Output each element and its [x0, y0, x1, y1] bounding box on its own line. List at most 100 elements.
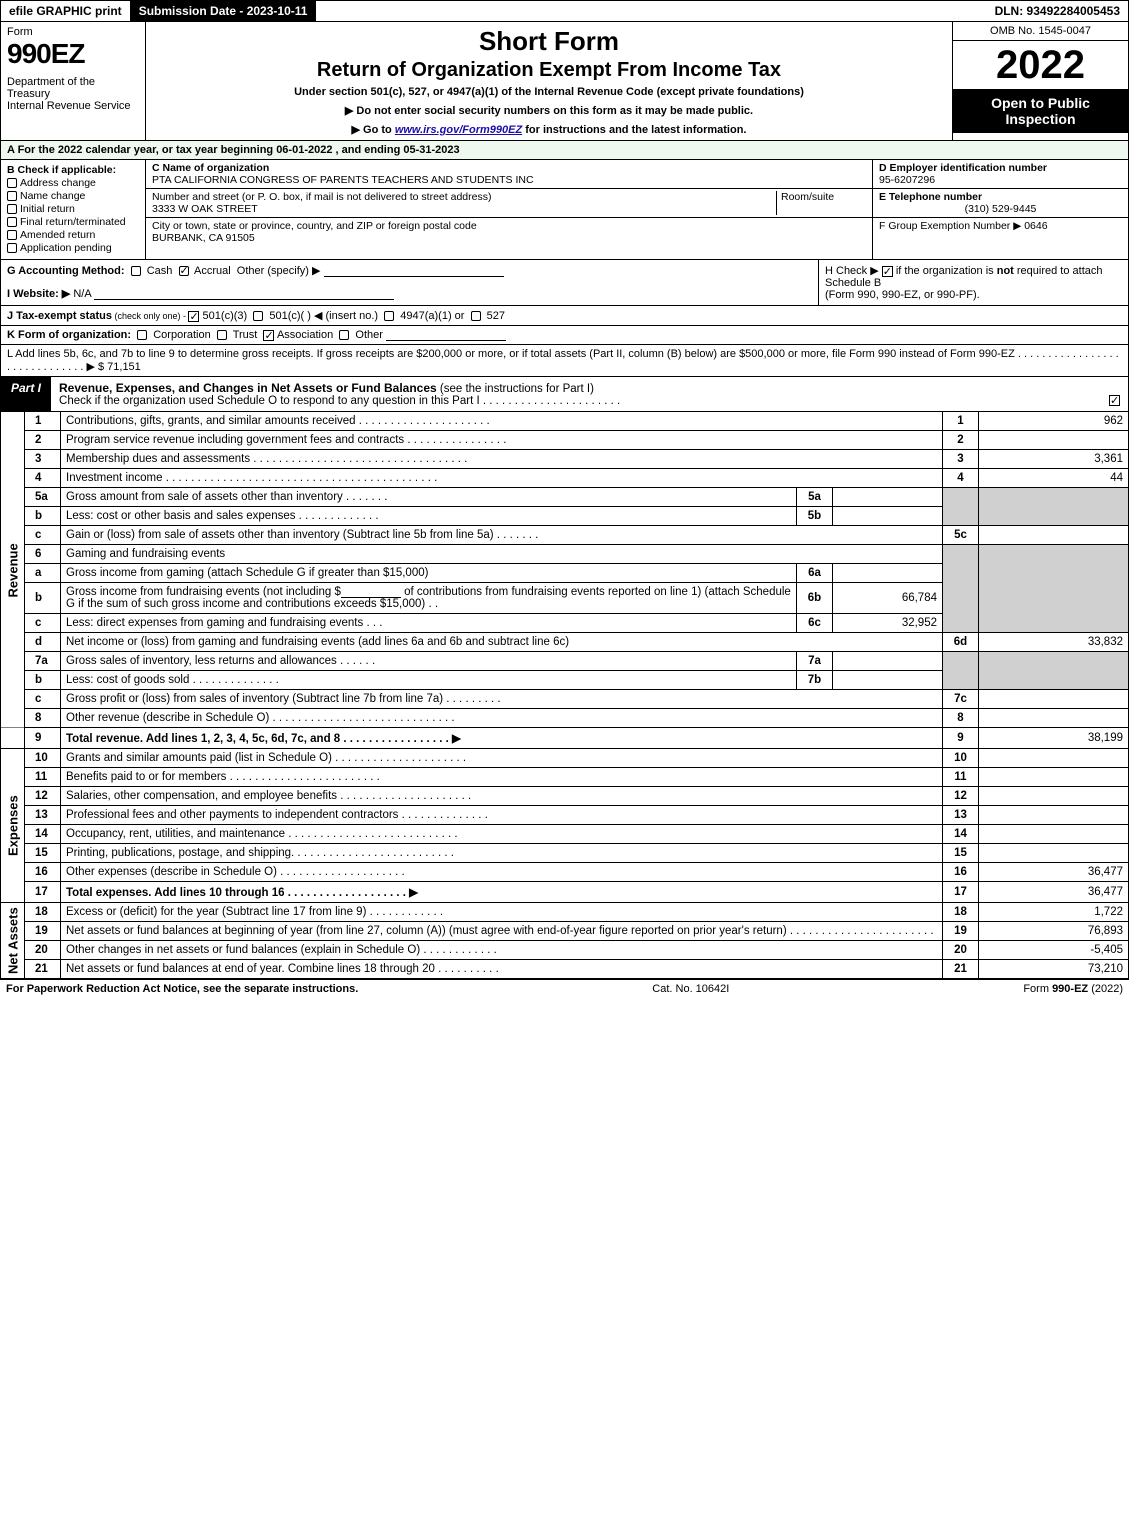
l7c-num: c — [25, 690, 61, 709]
chk-other-org[interactable] — [339, 330, 349, 340]
part-1-title: Revenue, Expenses, and Changes in Net As… — [51, 377, 1128, 411]
tax-year: 2022 — [953, 41, 1128, 89]
l6a-num: a — [25, 564, 61, 583]
footer-center: Cat. No. 10642I — [652, 983, 729, 995]
chk-cash[interactable] — [131, 266, 141, 276]
l6c-num: c — [25, 614, 61, 633]
l6b-blank[interactable] — [341, 586, 401, 598]
l7c-val — [979, 690, 1129, 709]
l5c-num: c — [25, 526, 61, 545]
chk-final-return[interactable]: Final return/terminated — [7, 216, 139, 228]
g-other-blank[interactable] — [324, 265, 504, 277]
b-heading: B Check if applicable: — [7, 164, 139, 176]
l7b-num: b — [25, 671, 61, 690]
chk-label: Amended return — [20, 229, 95, 241]
l2-out: 2 — [943, 431, 979, 450]
ein: 95-6207296 — [879, 174, 935, 186]
chk-label: Address change — [20, 177, 96, 189]
chk-address-change[interactable]: Address change — [7, 177, 139, 189]
l19-desc: Net assets or fund balances at beginning… — [61, 922, 943, 941]
chk-application-pending[interactable]: Application pending — [7, 242, 139, 254]
l2-num: 2 — [25, 431, 61, 450]
l7a-desc: Gross sales of inventory, less returns a… — [61, 652, 797, 671]
l8-num: 8 — [25, 709, 61, 728]
l5b-num: b — [25, 507, 61, 526]
l16-val: 36,477 — [979, 863, 1129, 882]
l6-shade-v — [979, 545, 1129, 633]
topbar: efile GRAPHIC print Submission Date - 20… — [0, 0, 1129, 22]
irs-link[interactable]: www.irs.gov/Form990EZ — [395, 124, 522, 136]
chk-initial-return[interactable]: Initial return — [7, 203, 139, 215]
chk-501c3[interactable] — [188, 311, 199, 322]
chk-h[interactable] — [882, 266, 893, 277]
chk-527[interactable] — [471, 311, 481, 321]
j-o3: 4947(a)(1) or — [400, 310, 464, 322]
header-left: Form 990EZ Department of the Treasury In… — [1, 22, 146, 140]
header-center: Short Form Return of Organization Exempt… — [146, 22, 953, 140]
l9-num: 9 — [25, 728, 61, 749]
chk-trust[interactable] — [217, 330, 227, 340]
h-t3: (Form 990, 990-EZ, or 990-PF). — [825, 289, 980, 301]
chk-accrual[interactable] — [179, 266, 189, 276]
footer-right: Form 990-EZ (2022) — [1023, 983, 1123, 995]
l6d-desc: Net income or (loss) from gaming and fun… — [61, 633, 943, 652]
l7b-desc: Less: cost of goods sold . . . . . . . .… — [61, 671, 797, 690]
l19-num: 19 — [25, 922, 61, 941]
l10-out: 10 — [943, 749, 979, 768]
l5c-desc: Gain or (loss) from sale of assets other… — [61, 526, 943, 545]
arrow2-prefix: ▶ Go to — [352, 124, 395, 136]
arrow-1: ▶ Do not enter social security numbers o… — [156, 104, 942, 117]
form-number: 990EZ — [7, 38, 139, 70]
l6b-inval: 66,784 — [833, 583, 943, 614]
chk-part1-schedule-o[interactable] — [1109, 395, 1120, 406]
c-label: C Name of organization — [152, 162, 269, 174]
g-other: Other (specify) ▶ — [237, 265, 321, 277]
l10-desc: Grants and similar amounts paid (list in… — [61, 749, 943, 768]
l16-out: 16 — [943, 863, 979, 882]
website-underline — [94, 288, 394, 300]
k-other-blank[interactable] — [386, 329, 506, 341]
chk-corp[interactable] — [137, 330, 147, 340]
l8-desc: Other revenue (describe in Schedule O) .… — [61, 709, 943, 728]
l19-val: 76,893 — [979, 922, 1129, 941]
l6d-val: 33,832 — [979, 633, 1129, 652]
street: 3333 W OAK STREET — [152, 203, 258, 215]
l7b-in: 7b — [797, 671, 833, 690]
chk-label: Initial return — [20, 203, 75, 215]
efile-label[interactable]: efile GRAPHIC print — [1, 1, 131, 21]
g-accrual: Accrual — [194, 265, 231, 277]
chk-501c[interactable] — [253, 311, 263, 321]
l7-shade-v — [979, 652, 1129, 690]
h-t1: if the organization is — [896, 265, 997, 277]
chk-name-change[interactable]: Name change — [7, 190, 139, 202]
chk-amended-return[interactable]: Amended return — [7, 229, 139, 241]
l21-num: 21 — [25, 960, 61, 979]
section-bcdef: B Check if applicable: Address change Na… — [0, 160, 1129, 260]
l14-val — [979, 825, 1129, 844]
l12-out: 12 — [943, 787, 979, 806]
row-i: I Website: ▶ N/A — [7, 287, 812, 300]
street-label: Number and street (or P. O. box, if mail… — [152, 191, 491, 203]
l20-val: -5,405 — [979, 941, 1129, 960]
l17-out: 17 — [943, 882, 979, 903]
l20-desc: Other changes in net assets or fund bala… — [61, 941, 943, 960]
l20-out: 20 — [943, 941, 979, 960]
open-to-public: Open to Public Inspection — [953, 89, 1128, 133]
section-gh: G Accounting Method: Cash Accrual Other … — [0, 260, 1129, 306]
l19-out: 19 — [943, 922, 979, 941]
l1-val: 962 — [979, 412, 1129, 431]
l1-out: 1 — [943, 412, 979, 431]
l7c-out: 7c — [943, 690, 979, 709]
l21-out: 21 — [943, 960, 979, 979]
l6c-desc: Less: direct expenses from gaming and fu… — [61, 614, 797, 633]
l6-num: 6 — [25, 545, 61, 564]
j-o2: 501(c)( ) ◀ (insert no.) — [269, 310, 378, 322]
section-c: C Name of organization PTA CALIFORNIA CO… — [146, 160, 873, 259]
l14-out: 14 — [943, 825, 979, 844]
l5a-inval — [833, 488, 943, 507]
lines-table: Revenue 1 Contributions, gifts, grants, … — [0, 412, 1129, 979]
chk-4947[interactable] — [384, 311, 394, 321]
l9-out: 9 — [943, 728, 979, 749]
revenue-vlabel: Revenue — [1, 412, 25, 728]
chk-assoc[interactable] — [263, 330, 274, 341]
